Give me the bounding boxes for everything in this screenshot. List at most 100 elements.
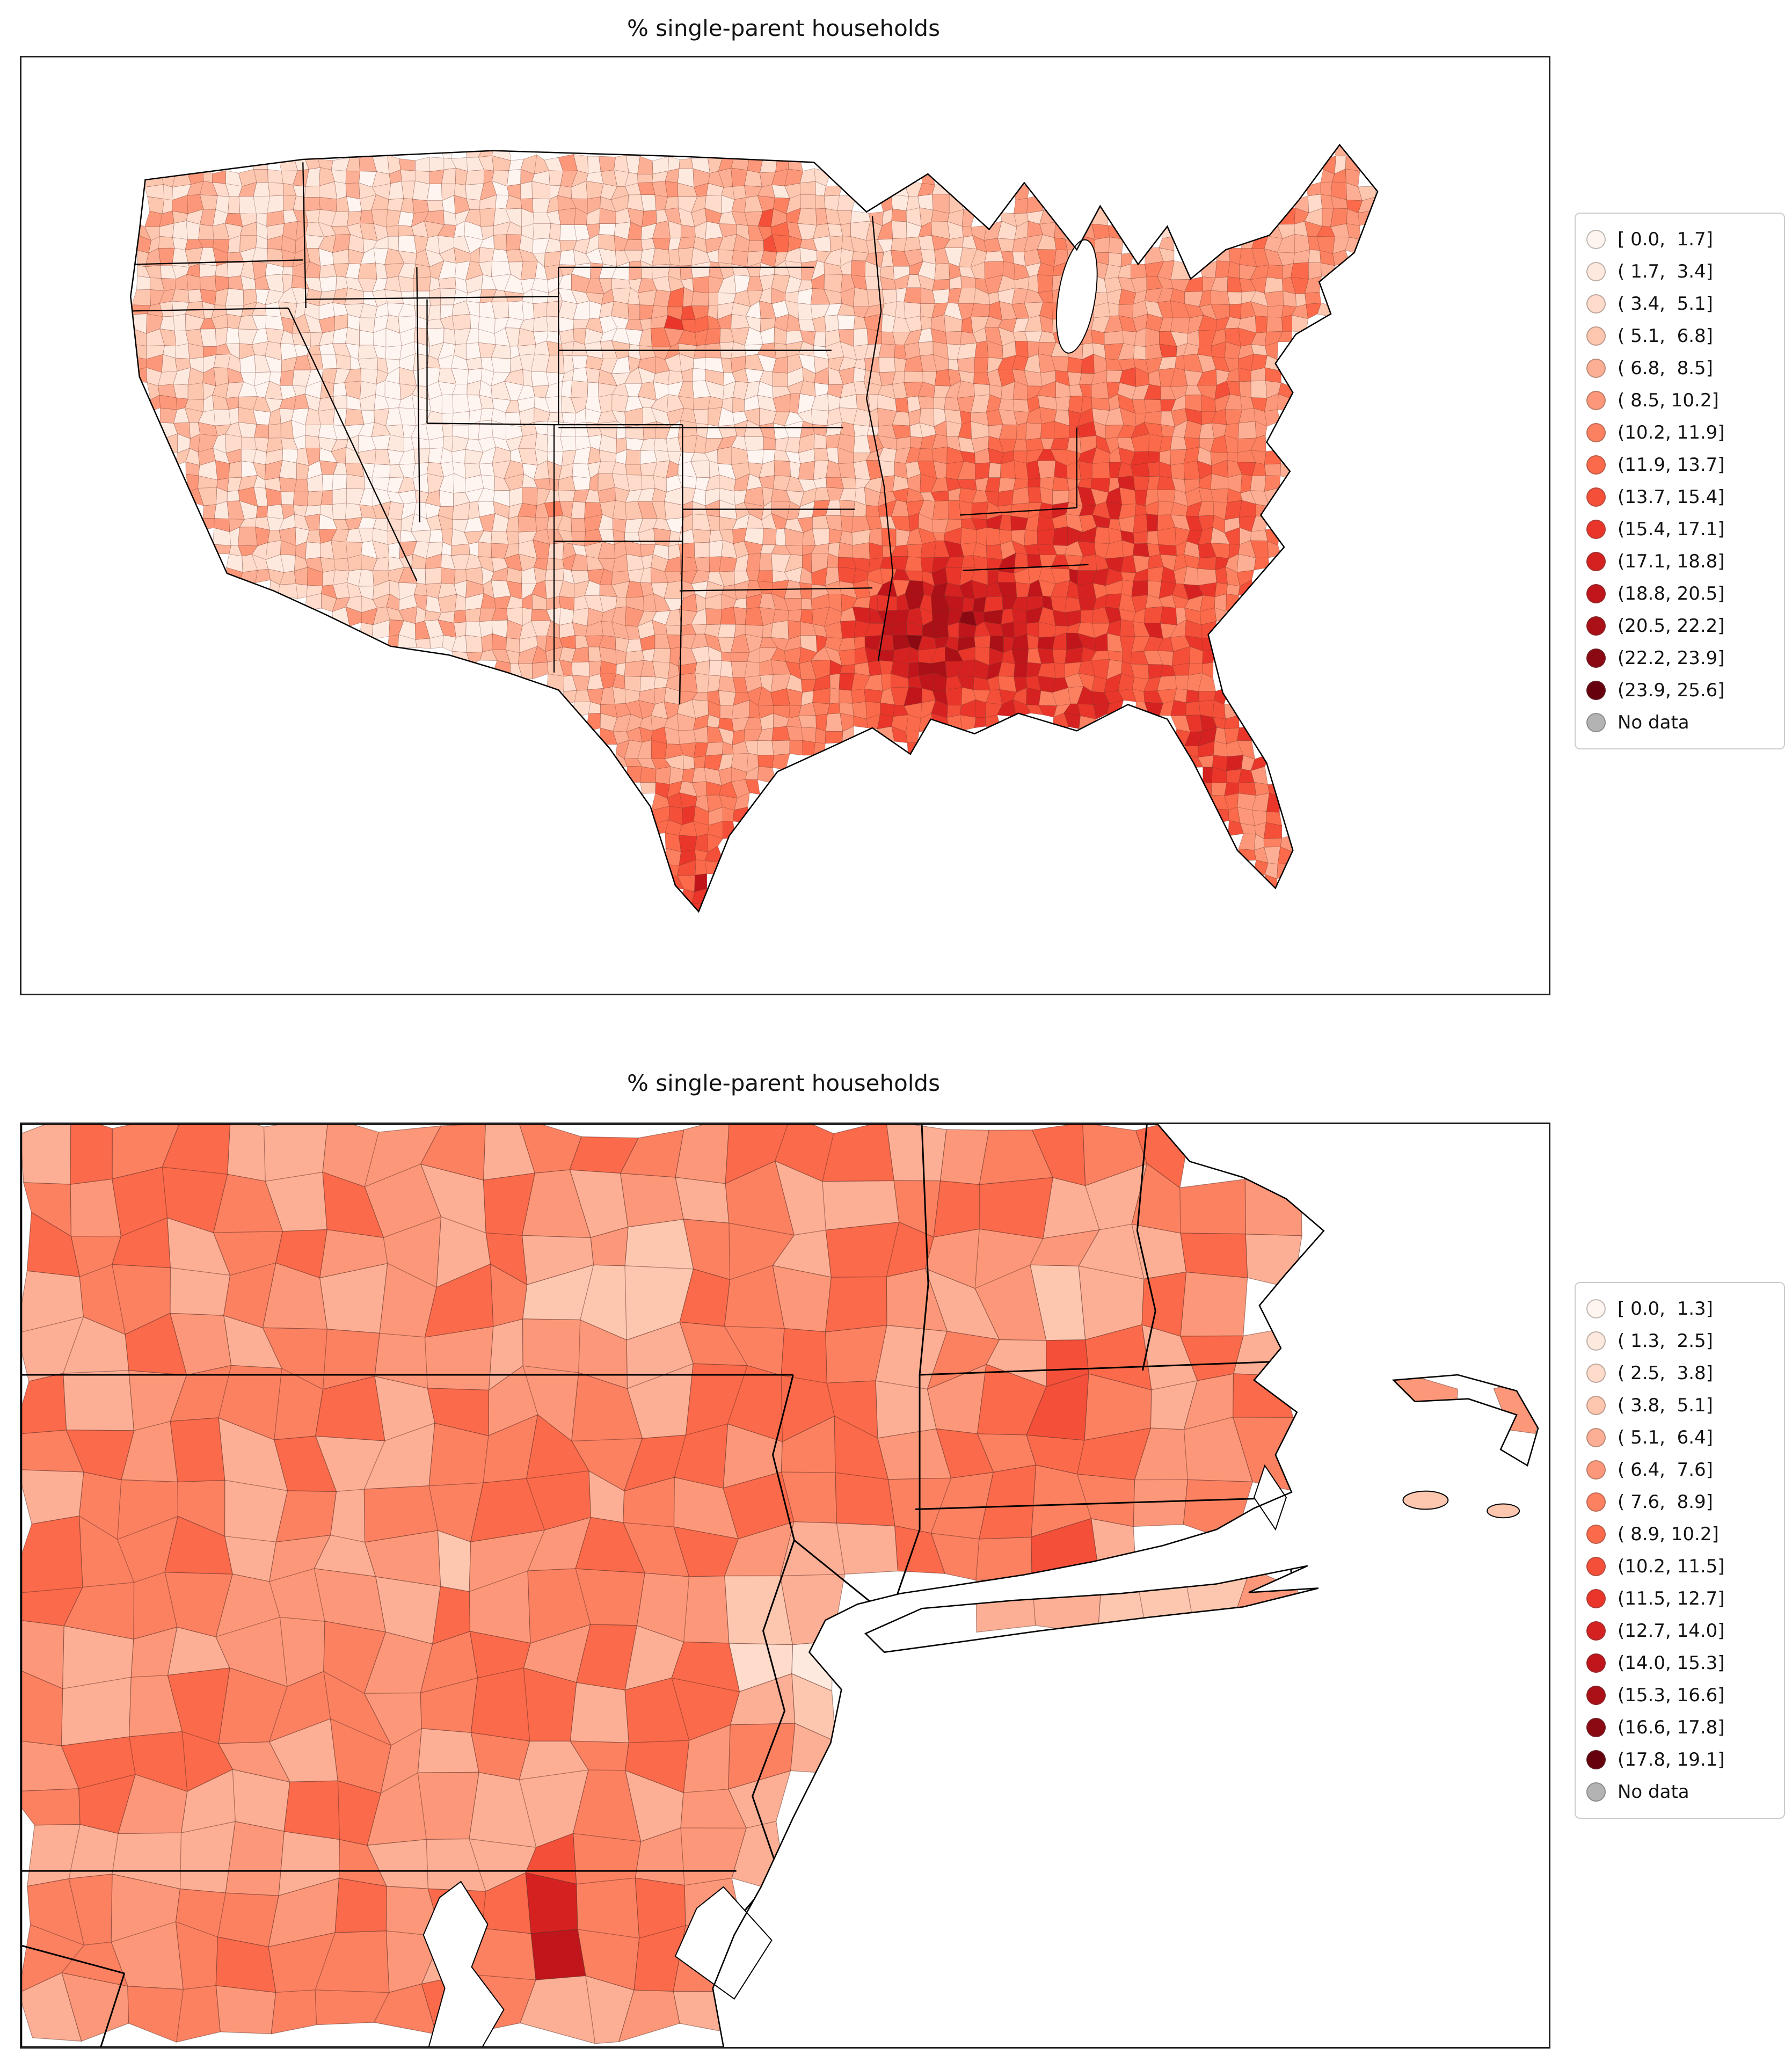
legend-entry: ( 3.4, 5.1]	[1586, 288, 1769, 320]
legend-color-swatch	[1586, 1750, 1606, 1769]
legend-entry: (22.2, 23.9]	[1586, 642, 1769, 674]
legend-label: No data	[1618, 712, 1689, 733]
legend-color-swatch	[1586, 423, 1606, 442]
legend-entry: (17.8, 19.1]	[1586, 1744, 1769, 1776]
legend-color-swatch	[1586, 1525, 1606, 1544]
legend-entry: ( 5.1, 6.4]	[1586, 1422, 1769, 1454]
legend-label: ( 8.5, 10.2]	[1618, 390, 1719, 411]
legend-label: ( 5.1, 6.4]	[1618, 1427, 1713, 1448]
legend-entry: (17.1, 18.8]	[1586, 545, 1769, 578]
legend-entry: (10.2, 11.5]	[1586, 1550, 1769, 1583]
legend-entry: (13.7, 15.4]	[1586, 481, 1769, 513]
legend-color-swatch	[1586, 616, 1606, 636]
legend-color-swatch	[1586, 1460, 1606, 1480]
legend-color-swatch	[1586, 1364, 1606, 1383]
legend-label: (15.3, 16.6]	[1618, 1685, 1725, 1706]
legend-color-swatch	[1586, 1299, 1606, 1318]
legend-entry: ( 1.3, 2.5]	[1586, 1325, 1769, 1357]
legend-entry: (20.5, 22.2]	[1586, 610, 1769, 642]
legend-label: ( 8.9, 10.2]	[1618, 1524, 1719, 1545]
legend-entry: No data	[1586, 706, 1769, 739]
legend-label: (11.9, 13.7]	[1618, 454, 1725, 476]
legend-label: (18.8, 20.5]	[1618, 583, 1725, 604]
legend-entry: (18.8, 20.5]	[1586, 578, 1769, 610]
legend-entry: No data	[1586, 1776, 1769, 1808]
legend-color-swatch	[1586, 648, 1606, 668]
legend-label: (23.9, 25.6]	[1618, 680, 1725, 701]
legend-entry: [ 0.0, 1.3]	[1586, 1293, 1769, 1325]
legend-color-swatch	[1586, 1621, 1606, 1641]
legend-label: (16.6, 17.8]	[1618, 1717, 1725, 1738]
legend-entry: ( 3.8, 5.1]	[1586, 1389, 1769, 1422]
legend-label: (12.7, 14.0]	[1618, 1620, 1725, 1642]
legend-entry: (11.9, 13.7]	[1586, 449, 1769, 481]
legend-entry: ( 7.6, 8.9]	[1586, 1486, 1769, 1518]
legend-label: ( 1.7, 3.4]	[1618, 261, 1713, 282]
legend-color-swatch	[1586, 1686, 1606, 1705]
legend-label: (10.2, 11.9]	[1618, 422, 1725, 443]
legend-entry: [ 0.0, 1.7]	[1586, 223, 1769, 256]
legend-label: (11.5, 12.7]	[1618, 1588, 1725, 1609]
legend-color-swatch	[1586, 713, 1606, 732]
legend-color-swatch	[1586, 359, 1606, 378]
us-map-title: % single-parent households	[627, 15, 940, 41]
legend-entry: ( 2.5, 3.8]	[1586, 1357, 1769, 1389]
legend-color-swatch	[1586, 552, 1606, 571]
northeast-map-title: % single-parent households	[627, 1070, 940, 1096]
legend-label: (15.4, 17.1]	[1618, 519, 1725, 540]
legend-label: (10.2, 11.5]	[1618, 1556, 1725, 1577]
northeast-county-choropleth-map	[21, 1124, 1539, 2047]
legend-label: ( 3.4, 5.1]	[1618, 293, 1713, 315]
legend-entry: (10.2, 11.9]	[1586, 417, 1769, 449]
legend-color-swatch	[1586, 1492, 1606, 1512]
legend-entry: ( 6.4, 7.6]	[1586, 1454, 1769, 1486]
legend-label: (13.7, 15.4]	[1618, 486, 1725, 508]
legend-color-swatch	[1586, 326, 1606, 346]
legend-color-swatch	[1586, 1396, 1606, 1415]
legend-label: [ 0.0, 1.7]	[1618, 229, 1713, 250]
legend-color-swatch	[1586, 487, 1606, 507]
legend-label: (20.5, 22.2]	[1618, 615, 1725, 637]
legend-entry: (12.7, 14.0]	[1586, 1615, 1769, 1647]
legend-label: (22.2, 23.9]	[1618, 647, 1725, 669]
legend-entry: ( 1.7, 3.4]	[1586, 256, 1769, 288]
legend-color-swatch	[1586, 1653, 1606, 1673]
legend-color-swatch	[1586, 455, 1606, 475]
legend-color-swatch	[1586, 391, 1606, 410]
legend-label: ( 5.1, 6.8]	[1618, 325, 1713, 347]
legend-label: (14.0, 15.3]	[1618, 1652, 1725, 1674]
legend-entry: (23.9, 25.6]	[1586, 674, 1769, 706]
northeast-map-plot-area	[20, 1123, 1550, 2049]
legend-color-swatch	[1586, 520, 1606, 539]
legend-entry: (11.5, 12.7]	[1586, 1583, 1769, 1615]
legend-label: No data	[1618, 1781, 1689, 1803]
legend-entry: (15.4, 17.1]	[1586, 513, 1769, 545]
legend-color-swatch	[1586, 262, 1606, 281]
legend-color-swatch	[1586, 584, 1606, 603]
legend-entry: (14.0, 15.3]	[1586, 1647, 1769, 1679]
legend-color-swatch	[1586, 1589, 1606, 1608]
us-county-choropleth-map	[130, 143, 1379, 913]
legend-label: ( 6.8, 8.5]	[1618, 358, 1713, 379]
legend-entry: ( 8.5, 10.2]	[1586, 384, 1769, 417]
legend-entry: (16.6, 17.8]	[1586, 1711, 1769, 1744]
legend-label: ( 2.5, 3.8]	[1618, 1362, 1713, 1384]
legend-label: ( 7.6, 8.9]	[1618, 1491, 1713, 1513]
legend-color-swatch	[1586, 1428, 1606, 1447]
legend-color-swatch	[1586, 294, 1606, 314]
legend-label: ( 3.8, 5.1]	[1618, 1395, 1713, 1416]
legend-color-swatch	[1586, 1331, 1606, 1351]
legend-color-swatch	[1586, 681, 1606, 700]
legend-label: (17.8, 19.1]	[1618, 1749, 1725, 1770]
legend-entry: (15.3, 16.6]	[1586, 1679, 1769, 1711]
legend-color-swatch	[1586, 1718, 1606, 1737]
legend-label: (17.1, 18.8]	[1618, 551, 1725, 572]
legend-label: ( 1.3, 2.5]	[1618, 1330, 1713, 1352]
northeast-map-legend: [ 0.0, 1.3] ( 1.3, 2.5] ( 2.5, 3.8] ( 3.8, …	[1575, 1282, 1785, 1819]
us-map-plot-area	[20, 56, 1550, 995]
legend-entry: ( 8.9, 10.2]	[1586, 1518, 1769, 1550]
legend-entry: ( 5.1, 6.8]	[1586, 320, 1769, 352]
legend-label: ( 6.4, 7.6]	[1618, 1459, 1713, 1481]
legend-color-swatch	[1586, 1782, 1606, 1802]
